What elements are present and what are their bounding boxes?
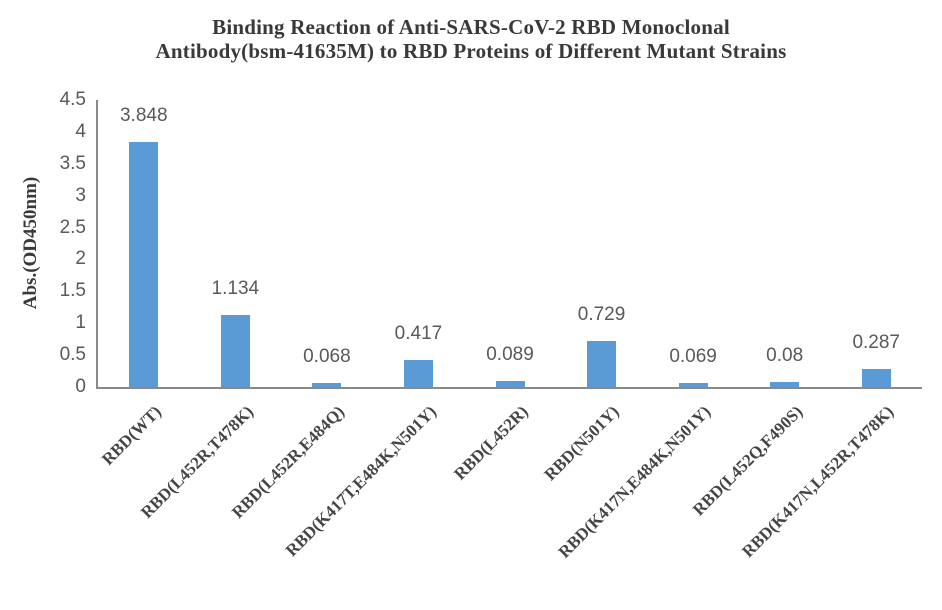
bar bbox=[861, 368, 891, 387]
bar-value-label: 0.08 bbox=[766, 344, 804, 366]
chart-title-line-2: Antibody(bsm-41635M) to RBD Proteins of … bbox=[155, 39, 787, 63]
bar-value-label: 3.848 bbox=[119, 104, 168, 126]
x-axis-tick-label: RBD(L452R) bbox=[449, 402, 532, 484]
x-axis-tick-label: RBD(K417N,E484K,N501Y) bbox=[554, 402, 715, 562]
bar-value-label: 0.089 bbox=[486, 344, 534, 366]
bar bbox=[403, 360, 433, 387]
bar bbox=[770, 381, 800, 387]
y-axis-tick-label: 2.5 bbox=[59, 216, 86, 238]
bar-value-label: 0.069 bbox=[669, 345, 717, 367]
bar bbox=[129, 141, 159, 387]
y-axis-tick-label: 1 bbox=[75, 312, 86, 334]
bar bbox=[587, 340, 617, 387]
bar-value-label: 0.417 bbox=[394, 323, 443, 345]
y-axis-tick-label: 0.5 bbox=[59, 344, 86, 366]
plot-area: 3.848 1.134 0.068 0.417 0.089 0.729 0.069 0.08 0… bbox=[96, 100, 922, 389]
bar bbox=[495, 381, 525, 387]
bar-value-label: 0.287 bbox=[852, 331, 900, 353]
chart-title: Binding Reaction of Anti-SARS-CoV-2 RBD … bbox=[0, 15, 942, 63]
bar-value-label: 0.068 bbox=[303, 345, 351, 367]
bar bbox=[220, 314, 250, 387]
x-axis-tick-label: RBD(WT) bbox=[98, 402, 166, 469]
y-axis-tick-label: 3 bbox=[75, 184, 86, 206]
chart-title-line-1: Binding Reaction of Anti-SARS-CoV-2 RBD … bbox=[212, 15, 730, 39]
x-axis-tick-label: RBD(K417N,L452R,T478K) bbox=[738, 402, 898, 562]
x-axis-tick-labels: RBD(WT) RBD(L452R,T478K) RBD(L452R,E484Q) R… bbox=[96, 389, 920, 610]
y-axis-tick-label: 1.5 bbox=[59, 280, 86, 302]
y-axis-tick-label: 2 bbox=[75, 248, 86, 270]
y-axis-tick-label: 4.5 bbox=[59, 89, 86, 110]
x-axis-tick-label: RBD(N501Y) bbox=[540, 402, 623, 485]
y-axis-tick-label: 0 bbox=[75, 376, 86, 397]
bar-value-label: 1.134 bbox=[211, 277, 260, 299]
bar bbox=[312, 382, 342, 387]
bar bbox=[678, 382, 708, 387]
bar-value-label: 0.729 bbox=[577, 303, 626, 325]
y-axis-tick-label: 4 bbox=[75, 120, 86, 142]
y-axis-tick-label: 3.5 bbox=[59, 152, 86, 174]
x-axis-tick-label: RBD(K417T,E484K,N501Y) bbox=[281, 402, 440, 561]
